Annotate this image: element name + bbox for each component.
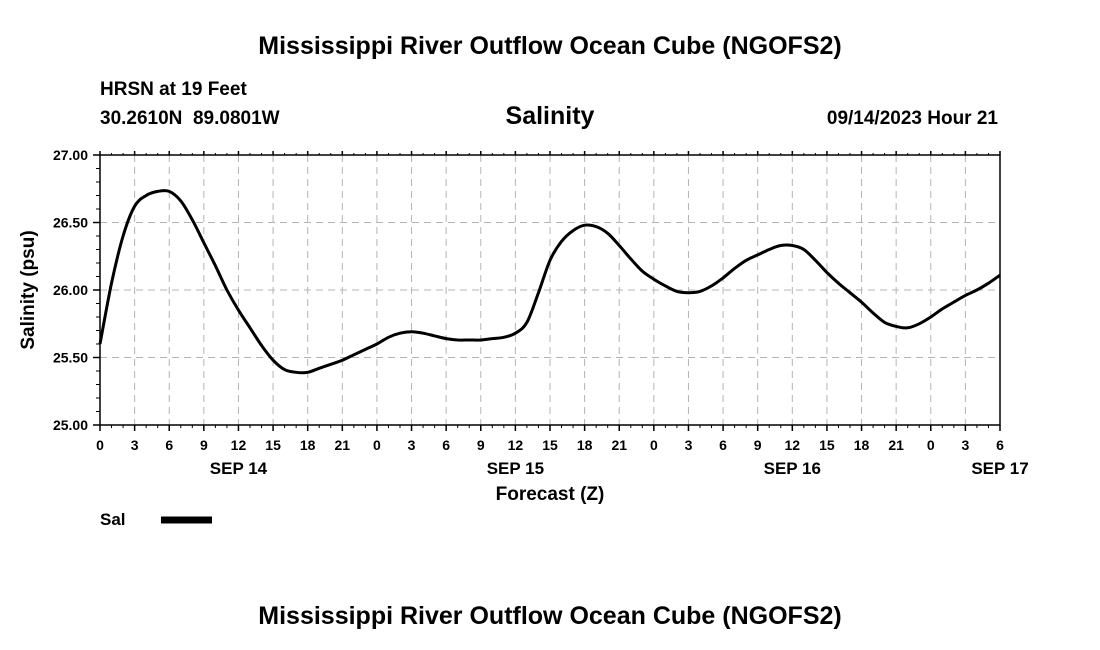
- y-tick-label: 26.50: [53, 215, 88, 231]
- x-tick-label: 3: [685, 437, 693, 453]
- plot-frame: [99, 154, 1001, 426]
- y-tick-label: 27.00: [53, 147, 88, 163]
- x-tick-label: 9: [754, 437, 762, 453]
- x-tick-label: 6: [996, 437, 1004, 453]
- x-tick-label: 21: [888, 437, 904, 453]
- y-tick-label: 25.00: [53, 417, 88, 433]
- date-label: SEP 14: [210, 459, 268, 478]
- date-labels: SEP 14 SEP 15 SEP 16 SEP 17: [210, 459, 1029, 478]
- x-tick-label: 6: [719, 437, 727, 453]
- x-tick-label: 3: [961, 437, 969, 453]
- datetime-label: 09/14/2023 Hour 21: [827, 108, 999, 129]
- date-label: SEP 15: [487, 459, 544, 478]
- bottom-title: Mississippi River Outflow Ocean Cube (NG…: [258, 602, 841, 630]
- x-tick-label: 12: [231, 437, 247, 453]
- x-tick-label: 3: [131, 437, 139, 453]
- x-axis: 0 3 6 9 12 15 18 21 0 3 6 9 12 15 18 21 0 3 6 9 12 15 18 21 0 3 6: [96, 151, 1004, 453]
- x-tick-label: 18: [854, 437, 870, 453]
- x-tick-label: 0: [96, 437, 104, 453]
- x-tick-label: 21: [335, 437, 351, 453]
- x-tick-label: 3: [408, 437, 416, 453]
- station-label: HRSN at 19 Feet: [100, 79, 247, 100]
- chart-title: Salinity: [506, 102, 595, 130]
- x-axis-title: Forecast (Z): [496, 484, 605, 505]
- x-tick-label: 12: [785, 437, 801, 453]
- x-tick-label: 0: [927, 437, 935, 453]
- x-tick-label: 18: [577, 437, 593, 453]
- x-tick-label: 0: [373, 437, 381, 453]
- grid: [100, 155, 1000, 425]
- y-tick-label: 26.00: [53, 282, 88, 298]
- coordinates-label: 30.2610N 89.0801W: [100, 108, 280, 129]
- x-tick-label: 18: [300, 437, 316, 453]
- y-axis: 25.00 25.50 26.00 26.50 27.00: [53, 147, 100, 433]
- x-tick-label: 6: [442, 437, 450, 453]
- x-tick-label: 6: [165, 437, 173, 453]
- x-tick-label: 15: [819, 437, 835, 453]
- x-tick-label: 9: [477, 437, 485, 453]
- x-tick-label: 15: [542, 437, 558, 453]
- y-tick-label: 25.50: [53, 350, 88, 366]
- x-tick-label: 0: [650, 437, 658, 453]
- x-tick-label: 12: [508, 437, 524, 453]
- date-label: SEP 16: [764, 459, 821, 478]
- y-axis-title: Salinity (psu): [18, 230, 39, 349]
- x-tick-label: 15: [265, 437, 281, 453]
- salinity-series-line: [98, 189, 1001, 375]
- page-title: Mississippi River Outflow Ocean Cube (NG…: [258, 32, 841, 60]
- legend-label: Sal: [100, 510, 126, 529]
- x-tick-label: 21: [611, 437, 627, 453]
- x-tick-label: 9: [200, 437, 208, 453]
- date-label: SEP 17: [971, 459, 1028, 478]
